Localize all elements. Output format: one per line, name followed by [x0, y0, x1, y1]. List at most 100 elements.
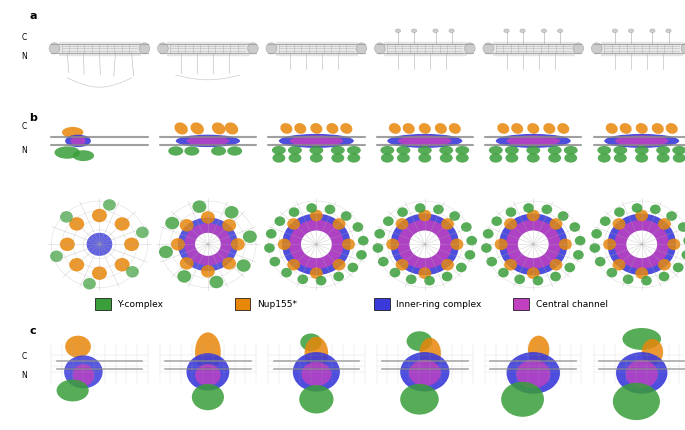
Ellipse shape	[548, 154, 561, 163]
Text: c: c	[29, 326, 36, 336]
Ellipse shape	[659, 272, 669, 281]
Ellipse shape	[136, 227, 149, 238]
Ellipse shape	[201, 211, 215, 224]
Ellipse shape	[269, 257, 280, 267]
Ellipse shape	[390, 268, 400, 277]
Ellipse shape	[184, 146, 199, 156]
Ellipse shape	[441, 218, 454, 230]
Ellipse shape	[569, 222, 580, 232]
Ellipse shape	[666, 29, 671, 33]
Ellipse shape	[331, 146, 345, 154]
Ellipse shape	[69, 217, 84, 230]
Ellipse shape	[92, 209, 107, 222]
Ellipse shape	[456, 146, 469, 154]
Ellipse shape	[542, 205, 552, 214]
Ellipse shape	[395, 29, 401, 33]
Ellipse shape	[506, 220, 561, 269]
Ellipse shape	[483, 43, 494, 54]
Ellipse shape	[347, 154, 360, 163]
Ellipse shape	[195, 364, 221, 386]
Ellipse shape	[301, 230, 332, 258]
Ellipse shape	[591, 43, 602, 54]
Text: 5 min: 5 min	[86, 0, 112, 1]
Ellipse shape	[449, 29, 454, 33]
Ellipse shape	[406, 274, 416, 284]
Ellipse shape	[397, 207, 408, 217]
Ellipse shape	[614, 220, 669, 269]
Ellipse shape	[549, 259, 562, 270]
Ellipse shape	[612, 29, 618, 33]
Ellipse shape	[505, 146, 519, 154]
Ellipse shape	[186, 353, 229, 390]
Ellipse shape	[575, 236, 586, 246]
Ellipse shape	[356, 250, 367, 260]
Ellipse shape	[520, 29, 525, 33]
Ellipse shape	[523, 203, 534, 213]
Ellipse shape	[466, 236, 477, 246]
Ellipse shape	[514, 274, 525, 284]
Ellipse shape	[210, 276, 223, 288]
Ellipse shape	[310, 210, 323, 221]
Ellipse shape	[635, 267, 648, 279]
Ellipse shape	[334, 272, 344, 281]
Ellipse shape	[65, 336, 91, 358]
Ellipse shape	[300, 334, 322, 351]
Text: N: N	[21, 52, 27, 61]
Ellipse shape	[69, 258, 84, 271]
Ellipse shape	[527, 210, 540, 221]
Ellipse shape	[504, 218, 517, 230]
Ellipse shape	[511, 123, 523, 134]
Ellipse shape	[590, 243, 600, 253]
Ellipse shape	[114, 258, 129, 271]
Ellipse shape	[433, 29, 438, 33]
Ellipse shape	[279, 134, 354, 148]
FancyBboxPatch shape	[514, 298, 530, 310]
FancyBboxPatch shape	[95, 298, 111, 310]
Ellipse shape	[264, 243, 275, 253]
Ellipse shape	[231, 238, 245, 251]
Ellipse shape	[243, 230, 257, 243]
Ellipse shape	[397, 220, 452, 269]
Ellipse shape	[527, 267, 540, 279]
Ellipse shape	[461, 222, 472, 232]
Ellipse shape	[667, 211, 677, 221]
Ellipse shape	[225, 206, 238, 218]
Ellipse shape	[658, 259, 671, 270]
Ellipse shape	[606, 123, 618, 134]
Ellipse shape	[499, 214, 568, 275]
Ellipse shape	[682, 43, 685, 54]
Ellipse shape	[184, 223, 232, 265]
Ellipse shape	[501, 382, 544, 417]
Ellipse shape	[612, 259, 625, 270]
Ellipse shape	[652, 123, 664, 134]
Ellipse shape	[288, 207, 299, 217]
Ellipse shape	[282, 214, 351, 275]
Ellipse shape	[642, 339, 663, 365]
Ellipse shape	[449, 123, 461, 134]
Ellipse shape	[297, 274, 308, 284]
Ellipse shape	[169, 146, 184, 156]
Ellipse shape	[656, 146, 670, 154]
Ellipse shape	[451, 239, 463, 250]
Ellipse shape	[383, 216, 394, 226]
Ellipse shape	[306, 203, 317, 213]
Ellipse shape	[280, 123, 292, 134]
Ellipse shape	[396, 218, 408, 230]
Ellipse shape	[625, 360, 658, 388]
Text: 15 min: 15 min	[518, 0, 549, 1]
Ellipse shape	[496, 134, 571, 148]
Ellipse shape	[682, 250, 685, 260]
Ellipse shape	[419, 338, 441, 369]
Ellipse shape	[623, 328, 661, 350]
Ellipse shape	[225, 123, 238, 135]
Ellipse shape	[418, 146, 432, 154]
Ellipse shape	[557, 123, 569, 134]
Ellipse shape	[139, 43, 150, 54]
Ellipse shape	[195, 233, 221, 256]
Ellipse shape	[414, 203, 425, 213]
Text: Y-complex: Y-complex	[117, 300, 164, 309]
Ellipse shape	[73, 364, 94, 386]
Ellipse shape	[390, 214, 459, 275]
Ellipse shape	[600, 216, 610, 226]
Ellipse shape	[192, 200, 206, 213]
